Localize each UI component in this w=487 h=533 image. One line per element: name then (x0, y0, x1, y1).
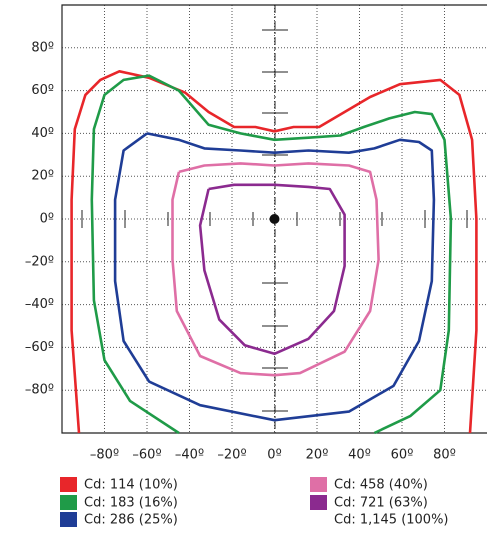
legend-label: Cd: 114 (10%) (84, 478, 178, 493)
contour-line (90, 74, 453, 435)
legend-label: Cd: 1,145 (100%) (334, 513, 449, 528)
contour-line (171, 162, 380, 377)
legend-swatch (60, 512, 77, 527)
y-tick-label: –80º (25, 383, 54, 398)
legend-swatch (60, 477, 77, 492)
y-tick-label: 60º (31, 83, 54, 98)
legend-swatch (310, 477, 327, 492)
x-tick-label: 0º (267, 448, 281, 463)
y-tick-label: –60º (25, 340, 54, 355)
y-tick-label: –20º (25, 254, 54, 269)
center-point (269, 214, 280, 224)
x-tick-label: –20º (217, 448, 246, 463)
legend-label: Cd: 458 (40%) (334, 478, 428, 493)
contour-line (113, 132, 436, 422)
legend-label: Cd: 721 (63%) (334, 496, 428, 511)
x-tick-label: –60º (132, 448, 161, 463)
x-tick-label: 60º (391, 448, 414, 463)
y-tick-label: –40º (25, 297, 54, 312)
x-tick-label: –80º (90, 448, 119, 463)
x-tick-label: 20º (306, 448, 329, 463)
contour-line (70, 70, 478, 434)
x-tick-label: 40º (348, 448, 371, 463)
y-tick-label: 20º (31, 169, 54, 184)
legend-swatch (60, 495, 77, 510)
x-tick-label: –40º (175, 448, 204, 463)
legend-swatch (310, 495, 327, 510)
y-tick-label: 0º (40, 212, 54, 227)
contour-line (198, 183, 346, 356)
y-tick-label: 40º (31, 126, 54, 141)
legend-label: Cd: 286 (25%) (84, 513, 178, 528)
y-tick-label: 80º (31, 40, 54, 55)
x-tick-label: 80º (433, 448, 456, 463)
legend-label: Cd: 183 (16%) (84, 496, 178, 511)
